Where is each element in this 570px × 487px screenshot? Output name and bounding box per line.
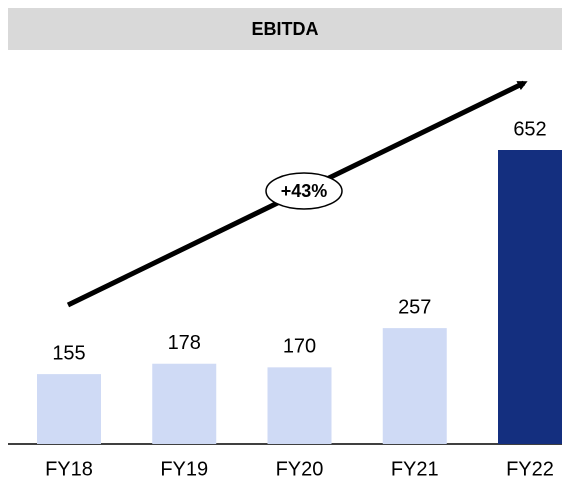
x-tick-label: FY21 — [391, 458, 439, 480]
value-label: 652 — [513, 118, 546, 140]
chart-title: EBITDA — [252, 19, 319, 39]
x-tick-label: FY20 — [276, 458, 324, 480]
bar — [382, 328, 447, 444]
x-tick-label: FY19 — [160, 458, 208, 480]
annotation: +43% — [281, 181, 328, 201]
value-label: 155 — [52, 342, 85, 364]
annotation-bubble — [265, 172, 343, 210]
bar — [37, 374, 101, 444]
bar — [152, 363, 217, 444]
x-tick-label: FY22 — [506, 458, 554, 480]
title-band — [8, 8, 562, 50]
x-tick-label: FY18 — [45, 458, 93, 480]
value-label: 170 — [283, 336, 316, 358]
bar — [267, 367, 332, 444]
value-label: 178 — [168, 332, 201, 354]
value-label: 257 — [398, 296, 431, 318]
bar — [498, 150, 562, 444]
